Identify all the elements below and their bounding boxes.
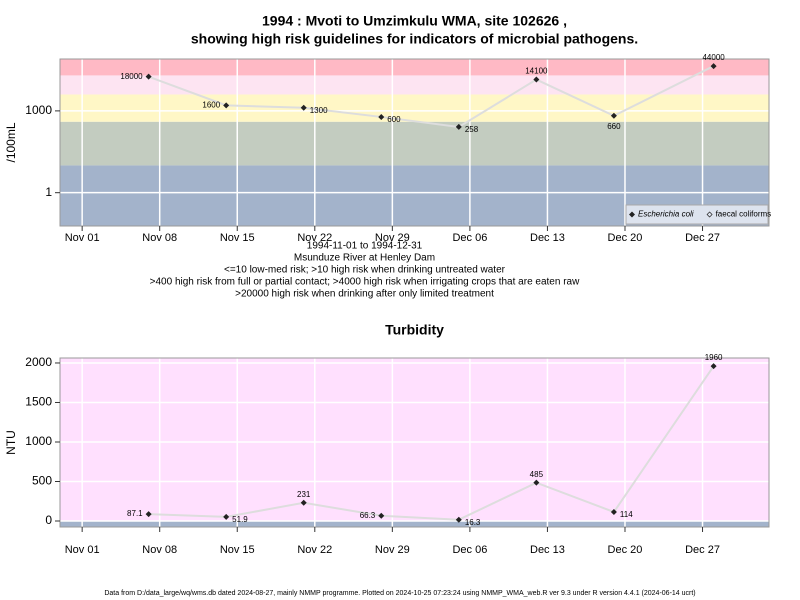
y-tick-label: 2000	[25, 355, 52, 369]
data-point	[378, 113, 385, 120]
x-tick-label: Nov 22	[297, 232, 332, 244]
data-label: 44000	[702, 53, 725, 62]
data-point	[455, 123, 462, 130]
y-axis-label: NTU	[4, 430, 18, 455]
y-tick-label: 1500	[25, 395, 52, 409]
plot-frame	[59, 58, 770, 227]
x-tick-label: Dec 13	[530, 544, 565, 556]
data-label: 258	[465, 125, 479, 134]
data-point	[610, 112, 617, 119]
data-label: 1300	[310, 106, 328, 115]
data-point	[223, 513, 230, 520]
chart-title: Turbidity	[385, 322, 444, 338]
legend-label: Escherichia coli	[638, 210, 694, 219]
x-tick-label: Nov 15	[220, 232, 255, 244]
footer: Data from D:/data_large/wq/wms.db dated …	[104, 590, 695, 597]
x-tick-label: Dec 06	[452, 232, 487, 244]
risk-band	[60, 94, 769, 122]
chart-title: showing high risk guidelines for indicat…	[191, 31, 638, 47]
x-tick-label: Nov 29	[375, 544, 410, 556]
y-tick-label: 1	[45, 185, 52, 199]
x-tick-label: Dec 13	[530, 232, 565, 244]
x-tick-label: Nov 08	[142, 544, 177, 556]
data-label: 16.3	[465, 518, 481, 527]
legend-label: faecal coliforms	[716, 210, 772, 219]
data-label: 14100	[525, 67, 548, 76]
series-line	[148, 365, 715, 521]
x-tick-label: Nov 01	[65, 232, 100, 244]
data-point	[145, 73, 152, 80]
series-line	[148, 65, 715, 128]
data-label: 51.9	[232, 515, 248, 524]
data-label: 660	[607, 122, 621, 131]
data-point	[223, 102, 230, 109]
x-tick-label: Nov 01	[65, 544, 100, 556]
chart-title: 1994 : Mvoti to Umzimkulu WMA, site 1026…	[262, 13, 567, 29]
data-point	[533, 76, 540, 83]
legend-symbol	[629, 211, 635, 218]
plot-frame	[59, 357, 770, 528]
y-axis-label: /100mL	[4, 122, 18, 162]
data-label: 1600	[202, 100, 220, 109]
x-tick-label: Dec 20	[608, 544, 643, 556]
data-point	[300, 499, 307, 506]
data-point	[710, 363, 717, 370]
data-label: 1960	[705, 353, 723, 362]
note: >20000 high risk when drinking after onl…	[235, 289, 494, 300]
x-tick-label: Nov 15	[220, 544, 255, 556]
note: <=10 low-med risk; >10 high risk when dr…	[224, 265, 506, 276]
y-tick-label: 1000	[25, 434, 52, 448]
note: 1994-11-01 to 1994-12-31	[307, 241, 423, 252]
data-point	[455, 516, 462, 523]
x-tick-label: Nov 22	[297, 544, 332, 556]
data-point	[710, 63, 717, 70]
risk-band	[60, 59, 769, 76]
data-label: 485	[530, 470, 544, 479]
y-tick-label: 0	[45, 513, 52, 527]
data-label: 231	[297, 490, 311, 499]
risk-band	[60, 520, 769, 527]
data-point	[610, 508, 617, 515]
note: >400 high risk from full or partial cont…	[150, 277, 580, 288]
data-label: 66.3	[360, 511, 376, 520]
x-tick-label: Nov 08	[142, 232, 177, 244]
x-tick-label: Dec 27	[685, 232, 720, 244]
data-point	[145, 511, 152, 518]
data-label: 87.1	[127, 509, 143, 518]
legend-box	[625, 204, 769, 225]
x-tick-label: Dec 06	[452, 544, 487, 556]
data-point	[300, 104, 307, 111]
x-tick-label: Nov 29	[375, 232, 410, 244]
data-point	[533, 479, 540, 486]
x-tick-label: Dec 27	[685, 544, 720, 556]
data-point	[378, 512, 385, 519]
risk-band	[60, 358, 769, 521]
y-tick-label: 1000	[25, 103, 52, 117]
risk-band	[60, 121, 769, 166]
data-label: 114	[620, 510, 633, 519]
y-tick-label: 500	[32, 474, 52, 488]
x-tick-label: Dec 20	[608, 232, 643, 244]
data-label: 18000	[120, 72, 143, 81]
legend-symbol	[706, 211, 713, 218]
note: Msunduze River at Henley Dam	[294, 253, 435, 264]
data-label: 600	[387, 115, 401, 124]
